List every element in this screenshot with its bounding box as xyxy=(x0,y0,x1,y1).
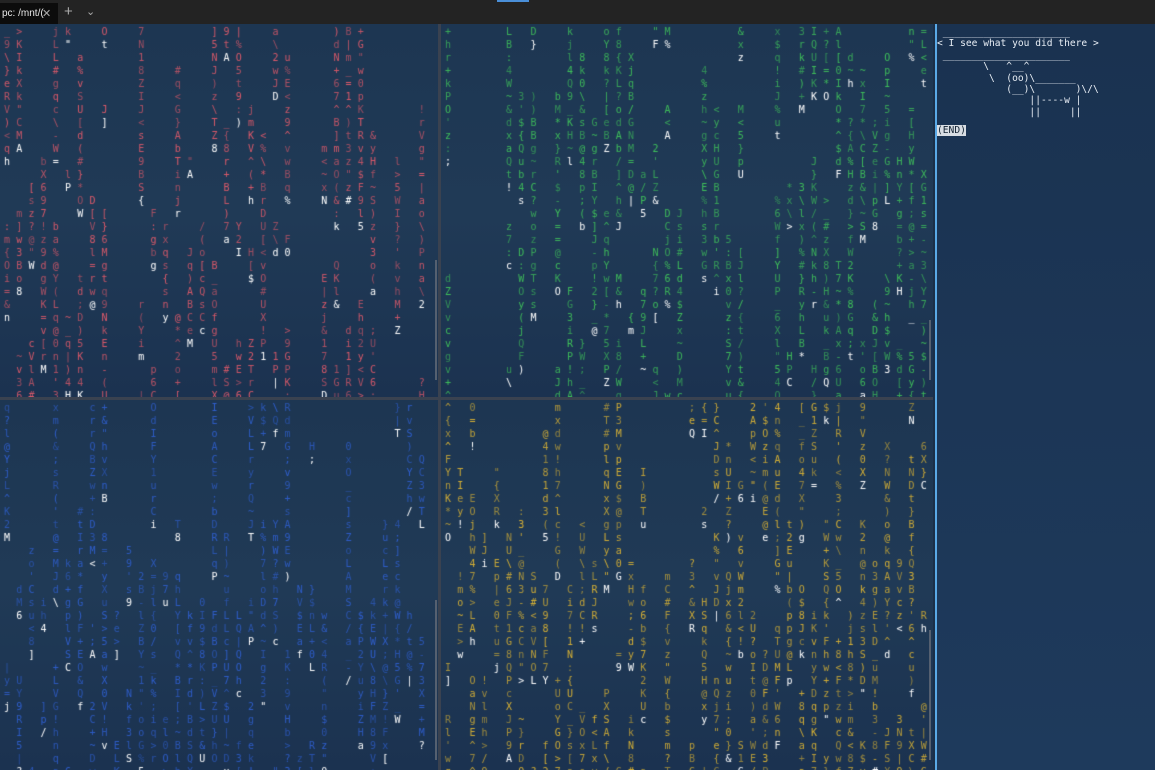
chevron-down-icon[interactable]: ⌄ xyxy=(86,6,96,18)
scrollbar[interactable] xyxy=(435,600,437,760)
scrollbar[interactable] xyxy=(435,260,437,380)
pager-end-marker: (END) xyxy=(937,125,966,137)
plus-icon[interactable]: + xyxy=(64,3,73,20)
close-icon[interactable]: ✕ xyxy=(42,8,52,20)
scrollbar[interactable] xyxy=(929,320,931,380)
pane-matrix-yellow[interactable] xyxy=(441,400,933,770)
window-accent xyxy=(497,0,529,2)
scrollbar[interactable] xyxy=(929,630,931,760)
tab-bar: pc: /mnt/( ✕ + ⌄ xyxy=(0,0,1155,24)
tab-title: pc: /mnt/( xyxy=(2,8,44,19)
pane-cowsay[interactable]: ______________________ < I see what you … xyxy=(935,24,1155,770)
pane-matrix-blue[interactable] xyxy=(0,400,438,770)
tab-terminal[interactable]: pc: /mnt/( ✕ xyxy=(0,3,58,24)
pane-matrix-green[interactable] xyxy=(441,24,933,398)
cowsay-output: ______________________ < I see what you … xyxy=(937,27,1099,118)
pane-matrix-red[interactable] xyxy=(0,24,438,398)
horizontal-divider[interactable] xyxy=(0,397,933,400)
